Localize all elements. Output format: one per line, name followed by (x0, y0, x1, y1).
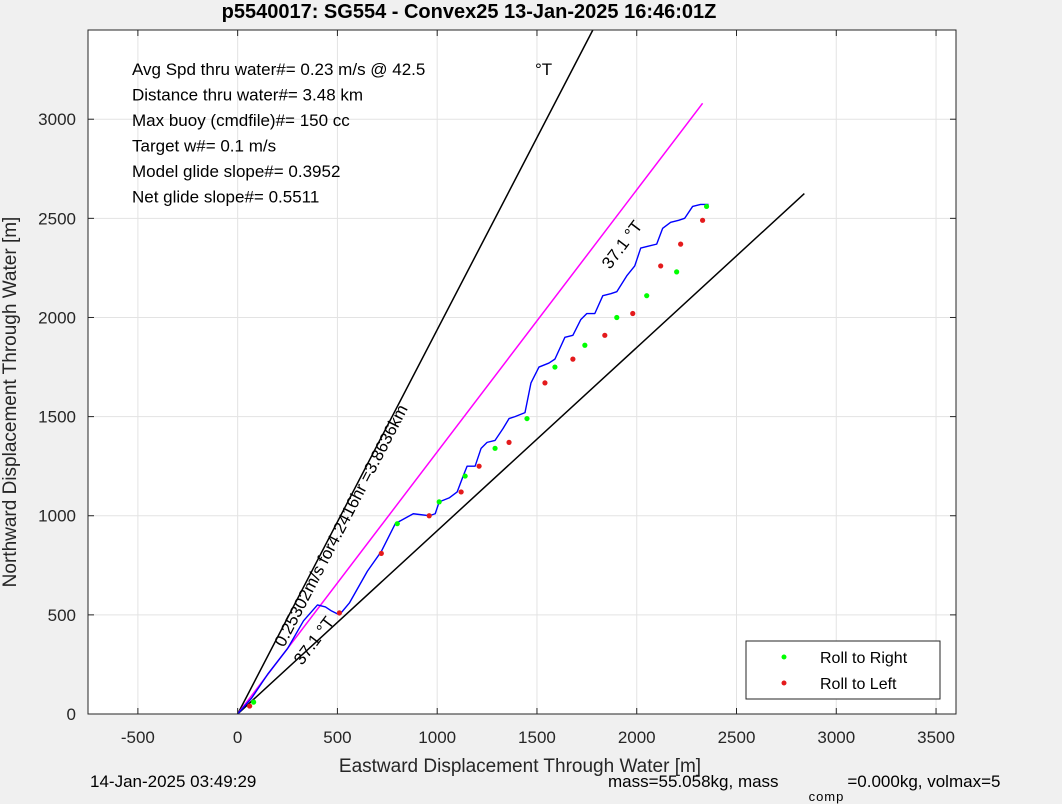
data-point-roll-left (699, 217, 706, 223)
y-tick-label: 1000 (38, 507, 76, 526)
stats-block: Avg Spd thru water#= 0.23 m/s @ 42.5 Dist… (132, 60, 425, 207)
data-point-roll-left (476, 463, 482, 469)
footer-timestamp: 14-Jan-2025 03:49:29 (90, 772, 257, 791)
data-point-roll-right (582, 342, 588, 348)
data-point-roll-left (630, 310, 636, 317)
data-point-roll-left (378, 550, 384, 557)
data-point-roll-right (703, 203, 710, 210)
y-tick-label: 3000 (38, 110, 76, 129)
x-tick-label: -500 (121, 728, 155, 747)
data-point-roll-left (458, 489, 464, 495)
data-point-roll-right (524, 415, 530, 422)
stats-line: Max buoy (cmdfile)#= 150 cc (132, 111, 350, 130)
stats-line: Model glide slope#= 0.3952 (132, 162, 340, 181)
footer-mass-subscript: comp (808, 789, 845, 804)
legend-label-roll-right: Roll to Right (820, 650, 908, 667)
x-tick-label: 3500 (917, 728, 955, 747)
stats-line: Avg Spd thru water#= 0.23 m/s @ 42.5 (132, 60, 425, 79)
glider-track (237, 203, 709, 715)
plot-area (88, 30, 956, 714)
footer-mass-rest: =0.000kg, volmax=5 (847, 772, 1001, 791)
x-tick-label: 2000 (618, 728, 656, 747)
reference-lines (236, 29, 805, 715)
data-point-roll-right (394, 521, 400, 527)
legend: Roll to Right Roll to Left (745, 640, 941, 700)
legend-marker-roll-left (781, 680, 787, 686)
stats-line: Target w#= 0.1 m/s (132, 137, 276, 156)
data-point-roll-left (336, 610, 343, 616)
x-tick-label: 2500 (718, 728, 756, 747)
ticks: -500 0 500 1000 1500 2000 2500 3000 3500 0 500 1000… (38, 30, 956, 747)
x-tick-label: 3000 (817, 728, 855, 747)
legend-label-roll-left: Roll to Left (820, 676, 897, 693)
legend-box (745, 640, 941, 700)
x-tick-label: 1500 (518, 728, 556, 747)
y-tick-label: 2000 (38, 308, 76, 327)
data-point-roll-left (678, 241, 684, 247)
reference-line-heading (237, 193, 805, 715)
x-tick-label: 0 (233, 728, 242, 747)
y-tick-label: 0 (67, 705, 76, 724)
data-point-roll-right (436, 499, 442, 505)
x-axis-label: Eastward Displacement Through Water [m] (339, 756, 701, 777)
reference-line-heading (236, 29, 594, 715)
data-point-roll-left (658, 263, 664, 269)
data-point-roll-right (674, 269, 680, 275)
data-point-roll-right (251, 699, 257, 705)
chart-title: p5540017: SG554 - Convex25 13-Jan-2025 1… (222, 1, 717, 23)
y-tick-label: 1500 (38, 408, 76, 427)
stats-line: Net glide slope#= 0.5511 (132, 188, 319, 207)
heading-unit: °T (535, 60, 552, 79)
data-point-roll-right (644, 293, 650, 299)
data-point-roll-left (506, 439, 512, 445)
y-tick-label: 500 (48, 606, 76, 625)
data-point-roll-left (247, 703, 253, 709)
x-tick-label: 1000 (418, 728, 456, 747)
data-point-roll-left (570, 356, 576, 362)
data-point-roll-right (492, 445, 498, 451)
data-point-roll-left (426, 513, 432, 519)
footer-mass: mass=55.058kg, mass comp=0.000kg, volmax=… (608, 772, 1001, 804)
footer-mass-text: mass=55.058kg, mass (608, 772, 779, 791)
data-point-roll-left (602, 332, 608, 338)
data-point-roll-left (542, 380, 548, 386)
data-point-roll-right (462, 473, 468, 479)
legend-marker-roll-right (781, 654, 787, 660)
roll-points (247, 203, 710, 709)
track-line (237, 203, 709, 715)
y-axis-label: Northward Displacement Through Water [m] (0, 217, 21, 588)
y-tick-label: 2500 (38, 209, 76, 228)
data-point-roll-right (552, 364, 558, 370)
reference-line-mean-track (237, 102, 704, 715)
data-point-roll-right (614, 314, 620, 321)
plot-frame (87, 29, 957, 715)
x-tick-label: 500 (323, 728, 351, 747)
stats-line: Distance thru water#= 3.48 km (132, 86, 363, 105)
